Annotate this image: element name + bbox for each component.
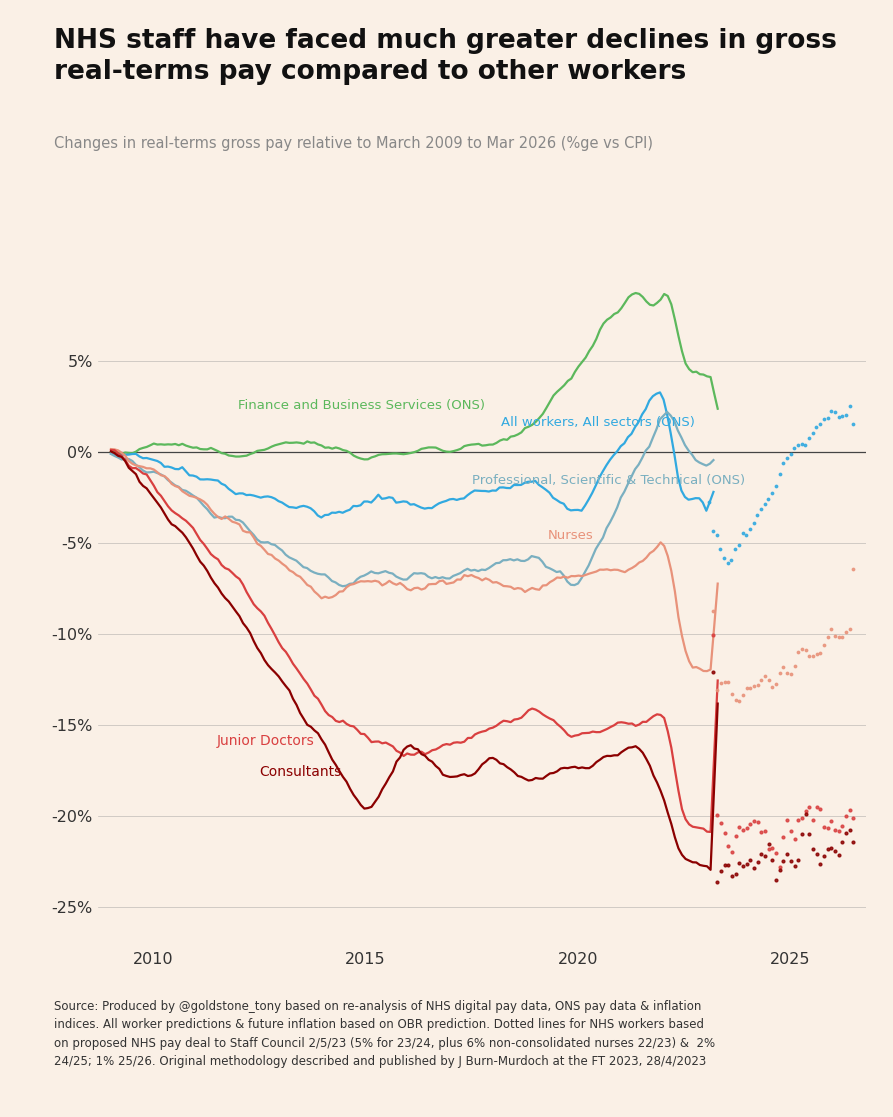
Text: Consultants: Consultants	[260, 765, 342, 780]
Text: NHS staff have faced much greater declines in gross
real-terms pay compared to o: NHS staff have faced much greater declin…	[54, 28, 837, 85]
Text: All workers, All sectors (ONS): All workers, All sectors (ONS)	[501, 416, 695, 429]
Text: Source: Produced by @goldstone_tony based on re-analysis of NHS digital pay data: Source: Produced by @goldstone_tony base…	[54, 1000, 714, 1068]
Text: Changes in real-terms gross pay relative to March 2009 to Mar 2026 (%ge vs CPI): Changes in real-terms gross pay relative…	[54, 136, 653, 151]
Text: Professional, Scientific & Technical (ONS): Professional, Scientific & Technical (ON…	[472, 474, 745, 487]
Text: Junior Doctors: Junior Doctors	[217, 735, 315, 748]
Text: Nurses: Nurses	[548, 528, 594, 542]
Text: Finance and Business Services (ONS): Finance and Business Services (ONS)	[238, 399, 485, 412]
